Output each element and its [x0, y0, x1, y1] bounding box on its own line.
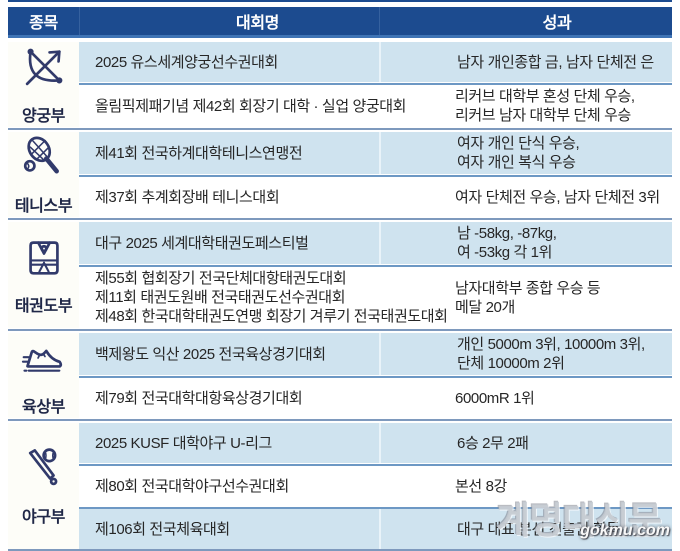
team-icon-cell: 태권도부 — [8, 222, 79, 328]
team-rows: 백제왕도 익산 2025 전국육상경기대회 개인 5000m 3위, 10000m… — [79, 333, 672, 418]
competition-text: 2025 KUSF 대학야구 U-리그 — [95, 434, 272, 452]
group-separator — [8, 218, 672, 220]
competition-text: 백제왕도 익산 2025 전국육상경기대회 — [95, 345, 326, 363]
competition-text: 제80회 전국대학야구선수권대회 — [95, 477, 289, 495]
header-category: 종목 — [8, 7, 80, 35]
row-separator — [79, 265, 672, 267]
result-text: 6승 2무 2패 — [457, 434, 529, 452]
header-result: 성과 — [542, 15, 572, 32]
results-table: 종목 대회명 성과 양궁부 2025 유스세계양궁선수권대회 남자 개인종합 금, … — [8, 0, 672, 551]
team-group-2: 태권도부 대구 2025 세계대학태권도페스티벌 남 -58kg, -87kg, 여… — [8, 222, 672, 328]
competition-cell: 제106회 전국체육대회 — [79, 509, 379, 549]
competition-text: 올림픽제패기념 제42회 회장기 대학 · 실업 양궁대회 — [95, 97, 407, 115]
competition-text: 제79회 전국대학대항육상경기대회 — [95, 389, 303, 407]
team-icon-cell: 테니스부 — [8, 132, 79, 217]
result-text: 6000mR 1위 — [455, 389, 535, 407]
table-row: 제55회 협회장기 전국단체대항태권도대회 제11회 태권도원배 전국태권도선수… — [79, 267, 672, 328]
result-cell: 6000mR 1위 — [379, 378, 672, 418]
competition-cell: 제79회 전국대학대항육상경기대회 — [79, 378, 379, 418]
competition-cell: 제80회 전국대학야구선수권대회 — [79, 466, 379, 506]
competition-cell: 제55회 협회장기 전국단체대항태권도대회 제11회 태권도원배 전국태권도선수… — [79, 267, 448, 328]
table-row: 제79회 전국대학대항육상경기대회 6000mR 1위 — [79, 378, 672, 418]
team-icon-cell: 육상부 — [8, 333, 79, 418]
table-bottom-border — [8, 549, 672, 551]
result-cell: 남자 개인종합 금, 남자 단체전 은 — [379, 42, 672, 82]
competition-text: 제41회 전국하계대학테니스연맹전 — [95, 144, 303, 162]
table-header: 종목 대회명 성과 — [8, 7, 672, 38]
competition-cell: 대구 2025 세계대학태권도페스티벌 — [79, 222, 379, 264]
result-cell: 개인 5000m 3위, 10000m 3위, 단체 10000m 2위 — [379, 333, 672, 375]
result-text: 개인 5000m 3위, 10000m 3위, 단체 10000m 2위 — [457, 336, 645, 372]
result-text: 본선 8강 — [455, 477, 507, 495]
team-group-1: 테니스부 제41회 전국하계대학테니스연맹전 여자 개인 단식 우승, 여자 개인 … — [8, 132, 672, 217]
result-text: 여자 개인 단식 우승, 여자 개인 복식 우승 — [457, 135, 580, 171]
competition-text: 2025 유스세계양궁선수권대회 — [95, 53, 278, 71]
row-separator — [79, 376, 672, 378]
table-row: 2025 KUSF 대학야구 U-리그 6승 2무 2패 — [79, 423, 672, 463]
result-text: 남 -58kg, -87kg, 여 -53kg 각 1위 — [457, 225, 557, 261]
result-cell: 남자대학부 종합 우승 등 메달 20개 — [379, 267, 672, 328]
team-icon-cell: 양궁부 — [8, 42, 79, 127]
team-group-3: 육상부 백제왕도 익산 2025 전국육상경기대회 개인 5000m 3위, 100… — [8, 333, 672, 418]
result-text: 여자 단체전 우승, 남자 단체전 3위 — [455, 188, 660, 206]
result-text: 남자대학부 종합 우승 등 메달 20개 — [455, 279, 601, 316]
table-top-border — [8, 0, 672, 2]
competition-text: 제106회 전국체육대회 — [95, 520, 230, 538]
archery-bow-icon — [21, 44, 67, 95]
competition-cell: 제41회 전국하계대학테니스연맹전 — [79, 132, 379, 174]
result-cell: 리커브 대학부 혼성 단체 우승, 리커브 남자 대학부 단체 우승 — [379, 85, 672, 127]
competition-text: 제37회 추계회장배 테니스대회 — [95, 188, 280, 206]
group-separator — [8, 128, 672, 130]
team-label: 육상부 — [22, 398, 65, 416]
team-rows: 대구 2025 세계대학태권도페스티벌 남 -58kg, -87kg, 여 -53… — [79, 222, 672, 328]
competition-text: 대구 2025 세계대학태권도페스티벌 — [95, 234, 309, 252]
result-cell: 대구 대표 본선 진출권 획득 — [379, 509, 672, 549]
result-cell: 남 -58kg, -87kg, 여 -53kg 각 1위 — [379, 222, 672, 264]
header-competition: 대회명 — [80, 7, 380, 35]
result-cell: 여자 개인 단식 우승, 여자 개인 복식 우승 — [379, 132, 672, 174]
table-row: 대구 2025 세계대학태권도페스티벌 남 -58kg, -87kg, 여 -53… — [79, 222, 672, 264]
team-label: 테니스부 — [14, 197, 73, 215]
competition-text: 제55회 협회장기 전국단체대항태권도대회 제11회 태권도원배 전국태권도선수… — [95, 270, 448, 325]
running-shoe-icon — [21, 335, 67, 386]
team-icon-cell: 야구부 — [8, 423, 79, 549]
row-separator — [79, 507, 672, 509]
group-separator — [8, 329, 672, 331]
result-text: 리커브 대학부 혼성 단체 우승, 리커브 남자 대학부 단체 우승 — [455, 88, 635, 124]
table-row: 제37회 추계회장배 테니스대회 여자 단체전 우승, 남자 단체전 3위 — [79, 177, 672, 217]
table-row: 백제왕도 익산 2025 전국육상경기대회 개인 5000m 3위, 10000m… — [79, 333, 672, 375]
table-row: 제106회 전국체육대회 대구 대표 본선 진출권 획득 — [79, 509, 672, 549]
table-row: 제80회 전국대학야구선수권대회 본선 8강 — [79, 466, 672, 506]
tennis-racket-icon — [21, 134, 67, 185]
team-label: 양궁부 — [22, 107, 65, 125]
result-text: 대구 대표 본선 진출권 획득 — [457, 520, 620, 538]
result-cell: 본선 8강 — [379, 466, 672, 506]
result-cell: 6승 2무 2패 — [379, 423, 672, 463]
team-label: 태권도부 — [14, 298, 73, 315]
team-rows: 제41회 전국하계대학테니스연맹전 여자 개인 단식 우승, 여자 개인 복식 우… — [79, 132, 672, 217]
competition-cell: 제37회 추계회장배 테니스대회 — [79, 177, 379, 217]
baseball-bat-icon — [21, 445, 67, 496]
table-row: 올림픽제패기념 제42회 회장기 대학 · 실업 양궁대회 리커브 대학부 혼성 … — [79, 85, 672, 127]
competition-cell: 2025 유스세계양궁선수권대회 — [79, 42, 379, 82]
competition-cell: 2025 KUSF 대학야구 U-리그 — [79, 423, 379, 463]
group-separator — [8, 419, 672, 421]
row-separator — [79, 464, 672, 466]
taekwondo-uniform-icon — [21, 234, 67, 285]
row-separator — [79, 175, 672, 177]
team-label: 야구부 — [22, 509, 65, 526]
result-cell: 여자 단체전 우승, 남자 단체전 3위 — [379, 177, 672, 217]
table-row: 제41회 전국하계대학테니스연맹전 여자 개인 단식 우승, 여자 개인 복식 우… — [79, 132, 672, 174]
competition-cell: 백제왕도 익산 2025 전국육상경기대회 — [79, 333, 379, 375]
table-row: 2025 유스세계양궁선수권대회 남자 개인종합 금, 남자 단체전 은 — [79, 42, 672, 82]
row-separator — [79, 83, 672, 85]
result-text: 남자 개인종합 금, 남자 단체전 은 — [457, 53, 654, 71]
competition-cell: 올림픽제패기념 제42회 회장기 대학 · 실업 양궁대회 — [79, 85, 406, 127]
